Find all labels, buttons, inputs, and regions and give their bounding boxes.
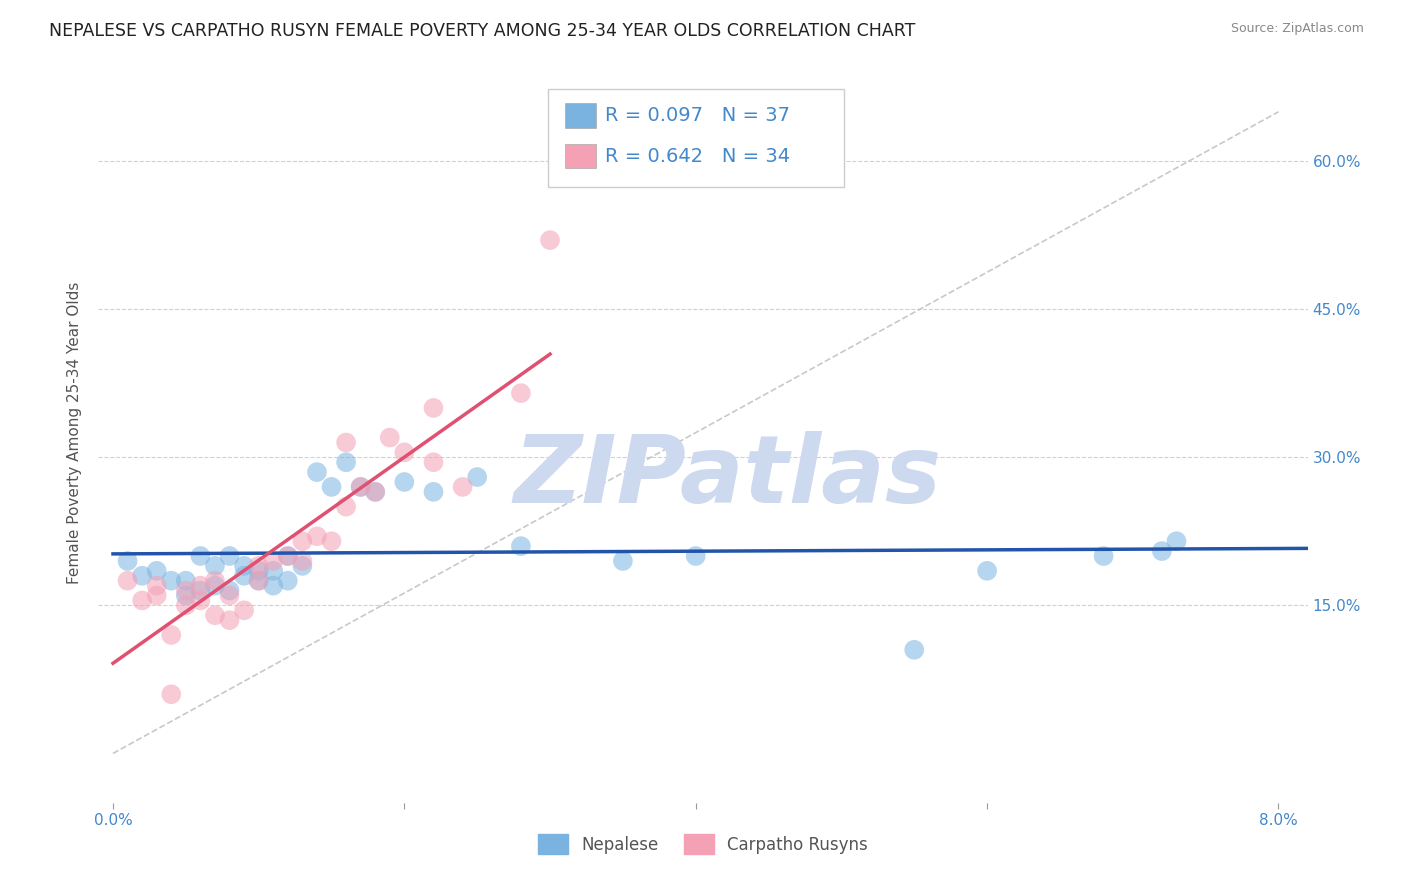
Point (117, 574, 139, 588)
Point (1166, 534, 1188, 549)
Point (218, 589, 240, 603)
Point (321, 480, 343, 494)
Text: ZIPatlas: ZIPatlas (513, 431, 941, 523)
Point (190, 579, 212, 593)
Point (335, 455, 357, 469)
Point (291, 534, 314, 549)
Point (305, 465, 328, 479)
Point (204, 558, 226, 573)
Y-axis label: Female Poverty Among 25-34 Year Olds: Female Poverty Among 25-34 Year Olds (67, 282, 83, 583)
Point (262, 579, 284, 593)
Point (422, 484, 444, 499)
Point (160, 687, 183, 701)
Point (174, 599, 197, 613)
Point (277, 549, 299, 563)
Point (190, 583, 212, 598)
Point (394, 475, 416, 489)
Point (174, 574, 197, 588)
Point (262, 554, 284, 568)
Point (277, 574, 299, 588)
Point (1092, 549, 1115, 563)
Text: R = 0.097   N = 37: R = 0.097 N = 37 (605, 106, 790, 126)
Point (233, 558, 256, 573)
Point (247, 564, 270, 578)
Point (131, 568, 153, 582)
Point (145, 579, 167, 593)
Point (350, 480, 373, 494)
Point (218, 549, 240, 563)
Point (509, 386, 531, 401)
Point (160, 628, 183, 642)
Point (233, 568, 256, 582)
Point (117, 554, 139, 568)
Point (335, 435, 357, 450)
Point (291, 554, 314, 568)
Point (233, 603, 256, 617)
Point (204, 574, 226, 588)
Point (422, 455, 444, 469)
Point (509, 539, 531, 553)
Point (364, 484, 387, 499)
Text: R = 0.642   N = 34: R = 0.642 N = 34 (605, 146, 790, 166)
Point (190, 549, 212, 563)
Point (321, 534, 343, 549)
Point (247, 558, 270, 573)
Point (131, 593, 153, 607)
Point (247, 574, 270, 588)
Point (451, 480, 474, 494)
Point (160, 574, 183, 588)
Point (422, 401, 444, 415)
Point (685, 549, 707, 563)
Point (204, 579, 226, 593)
Point (335, 500, 357, 514)
Point (277, 549, 299, 563)
Point (291, 558, 314, 573)
Point (394, 445, 416, 459)
Point (378, 431, 401, 445)
Point (465, 470, 488, 484)
Point (262, 564, 284, 578)
Point (145, 564, 167, 578)
Point (538, 233, 561, 247)
Point (218, 613, 240, 627)
Point (204, 608, 226, 623)
Point (1150, 544, 1173, 558)
Point (350, 480, 373, 494)
Point (174, 583, 197, 598)
Legend: Nepalese, Carpatho Rusyns: Nepalese, Carpatho Rusyns (531, 828, 875, 861)
Point (364, 484, 387, 499)
Point (218, 583, 240, 598)
Point (903, 642, 925, 657)
Point (976, 564, 998, 578)
Point (305, 529, 328, 543)
Text: NEPALESE VS CARPATHO RUSYN FEMALE POVERTY AMONG 25-34 YEAR OLDS CORRELATION CHAR: NEPALESE VS CARPATHO RUSYN FEMALE POVERT… (49, 22, 915, 40)
Point (247, 574, 270, 588)
Point (612, 554, 634, 568)
Point (174, 589, 197, 603)
Point (190, 593, 212, 607)
Point (145, 589, 167, 603)
Text: Source: ZipAtlas.com: Source: ZipAtlas.com (1230, 22, 1364, 36)
